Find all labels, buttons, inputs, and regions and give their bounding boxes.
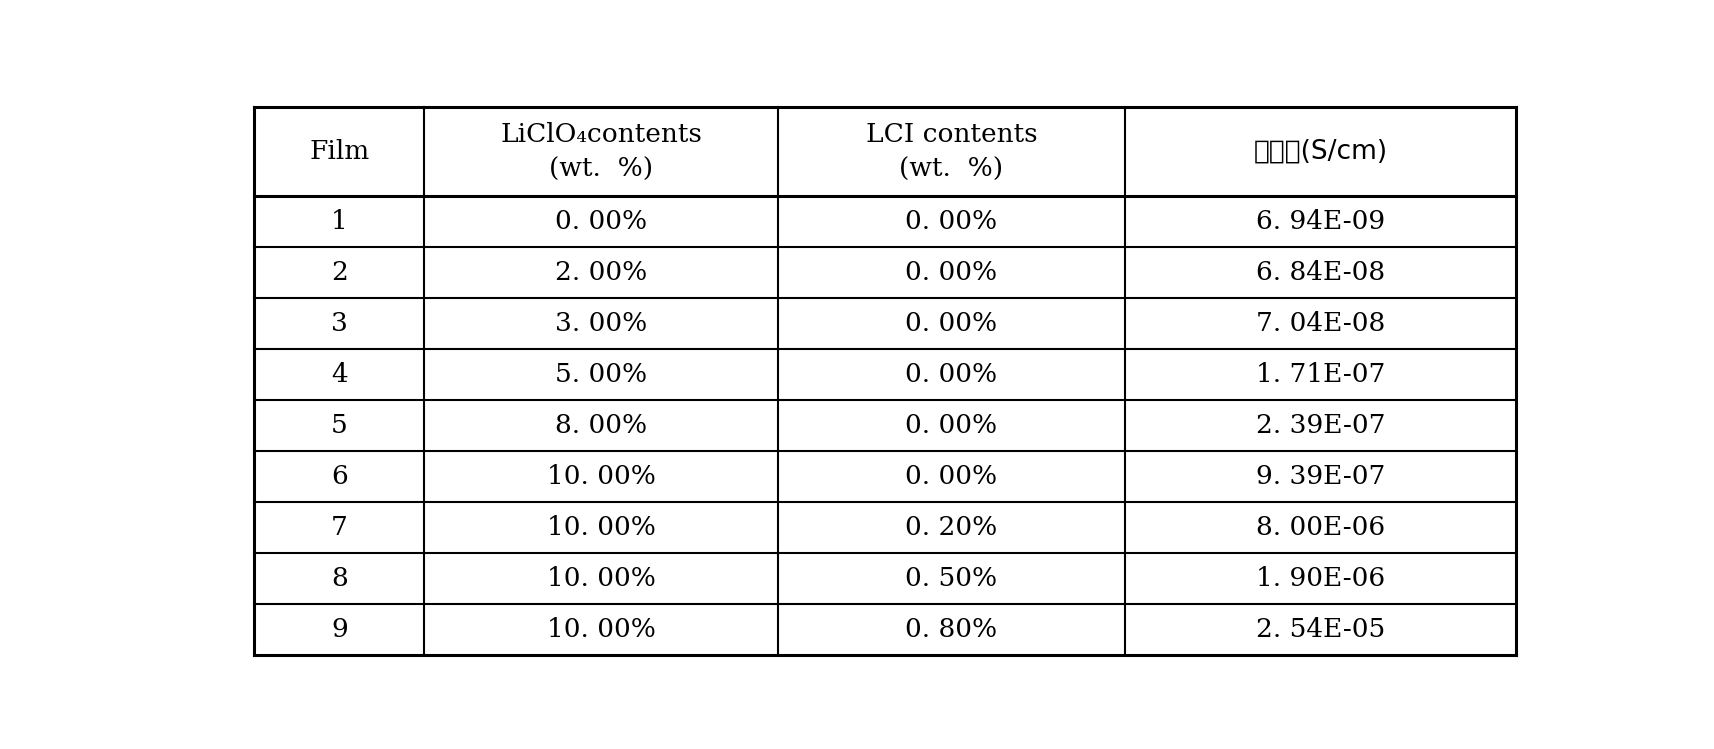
Text: 9: 9 [331,617,348,642]
Text: 电导率(S/cm): 电导率(S/cm) [1253,139,1388,165]
Text: 0. 00%: 0. 00% [905,312,998,336]
Text: 2. 54E-05: 2. 54E-05 [1256,617,1385,642]
Text: 10. 00%: 10. 00% [547,464,655,489]
Text: 0. 00%: 0. 00% [555,210,648,234]
Text: 8. 00E-06: 8. 00E-06 [1256,515,1385,540]
Text: 5: 5 [331,413,348,438]
Text: 10. 00%: 10. 00% [547,617,655,642]
Text: 7: 7 [331,515,348,540]
Text: 3. 00%: 3. 00% [555,312,648,336]
Text: 8: 8 [331,566,348,591]
Text: 6. 94E-09: 6. 94E-09 [1256,210,1385,234]
Text: 8. 00%: 8. 00% [555,413,648,438]
Text: 4: 4 [331,363,348,387]
Text: 0. 00%: 0. 00% [905,464,998,489]
Text: 0. 00%: 0. 00% [905,261,998,285]
Text: 1. 71E-07: 1. 71E-07 [1256,363,1385,387]
Text: 2. 39E-07: 2. 39E-07 [1256,413,1385,438]
Text: 0. 00%: 0. 00% [905,210,998,234]
Text: LiClO₄contents
(wt.  %): LiClO₄contents (wt. %) [500,122,703,182]
Text: 1: 1 [331,210,348,234]
Text: 5. 00%: 5. 00% [555,363,648,387]
Text: 10. 00%: 10. 00% [547,515,655,540]
Text: 6: 6 [331,464,348,489]
Text: 0. 00%: 0. 00% [905,363,998,387]
Text: 7. 04E-08: 7. 04E-08 [1256,312,1385,336]
Text: 0. 20%: 0. 20% [905,515,998,540]
Text: 2. 00%: 2. 00% [555,261,648,285]
Text: 3: 3 [331,312,348,336]
Text: 9. 39E-07: 9. 39E-07 [1256,464,1385,489]
Text: 0. 50%: 0. 50% [905,566,998,591]
Text: LCI contents
(wt.  %): LCI contents (wt. %) [866,122,1037,182]
Text: 0. 80%: 0. 80% [905,617,998,642]
Text: 10. 00%: 10. 00% [547,566,655,591]
Text: Film: Film [309,139,370,164]
Text: 6. 84E-08: 6. 84E-08 [1256,261,1385,285]
Text: 2: 2 [331,261,348,285]
Text: 1. 90E-06: 1. 90E-06 [1256,566,1385,591]
Text: 0. 00%: 0. 00% [905,413,998,438]
